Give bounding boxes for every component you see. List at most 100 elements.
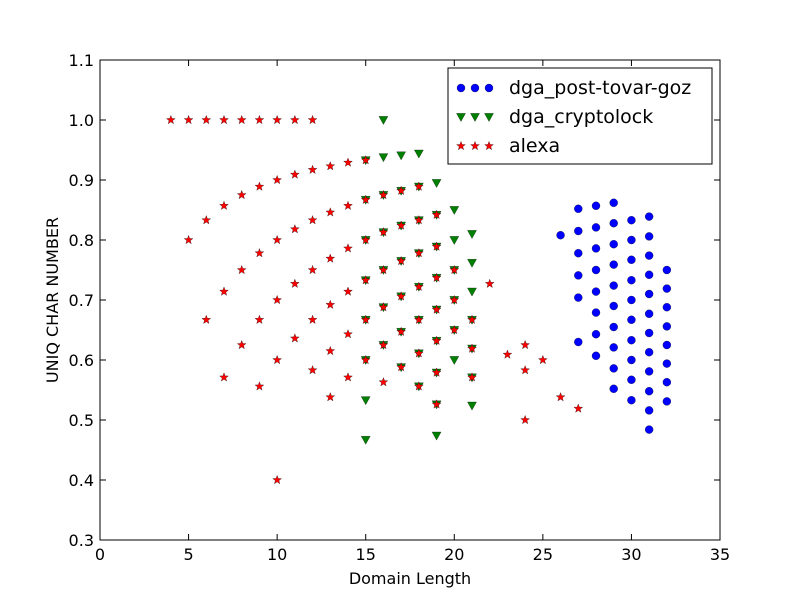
- data-point: [591, 287, 601, 296]
- data-point: [574, 204, 583, 213]
- legend-marker: [484, 140, 494, 151]
- data-point: [325, 392, 336, 402]
- data-point: [236, 264, 247, 275]
- data-point: [378, 302, 389, 312]
- data-point: [644, 348, 654, 357]
- legend-marker: [470, 83, 480, 93]
- series-dga_post-tovar-goz: [556, 198, 672, 434]
- data-point: [627, 375, 636, 384]
- legend-item: dga_cryptolock: [456, 106, 653, 128]
- data-point: [449, 356, 460, 365]
- y-axis-label: UNIQ CHAR NUMBER: [43, 217, 62, 383]
- data-point: [219, 200, 229, 210]
- data-point: [662, 303, 672, 312]
- y-tick-label: 0.5: [69, 411, 94, 430]
- data-point: [591, 223, 601, 232]
- data-point: [290, 333, 300, 343]
- series-alexa: [166, 114, 584, 485]
- data-point: [325, 253, 336, 263]
- y-tick-label: 0.3: [69, 531, 94, 550]
- data-point: [644, 270, 654, 279]
- data-point: [378, 116, 389, 125]
- y-tick-label: 0.7: [69, 291, 94, 310]
- plot-frame: [99, 59, 721, 541]
- x-tick-label: 20: [444, 545, 464, 564]
- data-point: [254, 181, 265, 191]
- legend-marker: [456, 83, 466, 93]
- data-point: [307, 215, 318, 225]
- legend-marker: [470, 113, 480, 122]
- data-point: [360, 275, 371, 285]
- data-point: [378, 189, 389, 200]
- data-point: [644, 251, 654, 260]
- data-point: [484, 278, 495, 288]
- data-point: [254, 381, 265, 391]
- data-point: [609, 301, 618, 311]
- data-point: [591, 201, 601, 210]
- data-point: [609, 240, 618, 249]
- data-point: [627, 355, 636, 365]
- legend-marker: [470, 140, 480, 151]
- data-point: [574, 249, 583, 258]
- data-point: [201, 314, 212, 324]
- data-point: [325, 345, 336, 356]
- data-point: [538, 354, 548, 365]
- data-point: [609, 281, 618, 290]
- data-point: [449, 294, 460, 305]
- data-point: [662, 265, 672, 275]
- legend-item: alexa: [456, 135, 560, 157]
- data-point: [555, 392, 566, 402]
- data-point: [343, 200, 353, 210]
- data-point: [236, 339, 247, 350]
- x-tick-label: 10: [267, 545, 287, 564]
- data-point: [343, 329, 353, 339]
- data-point: [574, 293, 583, 302]
- data-point: [254, 114, 265, 125]
- y-tick-label: 1.0: [69, 111, 94, 130]
- data-point: [627, 396, 636, 405]
- data-point: [431, 209, 442, 219]
- data-point: [396, 326, 406, 336]
- data-point: [627, 336, 636, 345]
- y-tick-label: 0.8: [69, 231, 94, 250]
- data-point: [662, 322, 672, 331]
- data-point: [644, 406, 654, 415]
- data-point: [396, 255, 406, 266]
- data-point: [591, 330, 601, 339]
- data-point: [396, 151, 406, 161]
- data-point: [449, 236, 460, 245]
- data-point: [343, 372, 353, 382]
- data-point: [449, 206, 460, 215]
- data-point: [236, 189, 247, 200]
- data-point: [414, 248, 424, 258]
- data-point: [378, 339, 389, 350]
- data-point: [325, 299, 336, 309]
- data-point: [662, 378, 672, 387]
- data-point: [307, 114, 318, 125]
- data-point: [166, 114, 176, 125]
- data-point: [502, 349, 513, 359]
- axis-tick-labels: 0 5 10 15 20 25 30 35 0.3 0.4 0.5 0.6 0.7 0.8 0.9 1.0 1.…: [69, 51, 731, 564]
- data-point: [627, 295, 636, 305]
- data-point: [520, 414, 530, 425]
- scatter-points: [166, 114, 672, 485]
- data-point: [360, 396, 371, 406]
- data-point: [467, 401, 477, 411]
- data-point: [272, 234, 282, 245]
- data-point: [467, 314, 477, 324]
- data-point: [290, 224, 300, 234]
- x-axis-label: Domain Length: [349, 569, 471, 588]
- data-point: [449, 324, 460, 335]
- data-point: [360, 436, 371, 445]
- data-point: [431, 335, 442, 345]
- data-point: [627, 315, 636, 324]
- data-point: [627, 276, 636, 285]
- data-point: [431, 367, 442, 377]
- data-point: [378, 377, 389, 387]
- data-point: [360, 194, 371, 204]
- data-point: [360, 155, 371, 165]
- data-point: [467, 259, 477, 268]
- data-point: [662, 397, 672, 406]
- data-point: [644, 232, 654, 241]
- data-point: [272, 474, 282, 485]
